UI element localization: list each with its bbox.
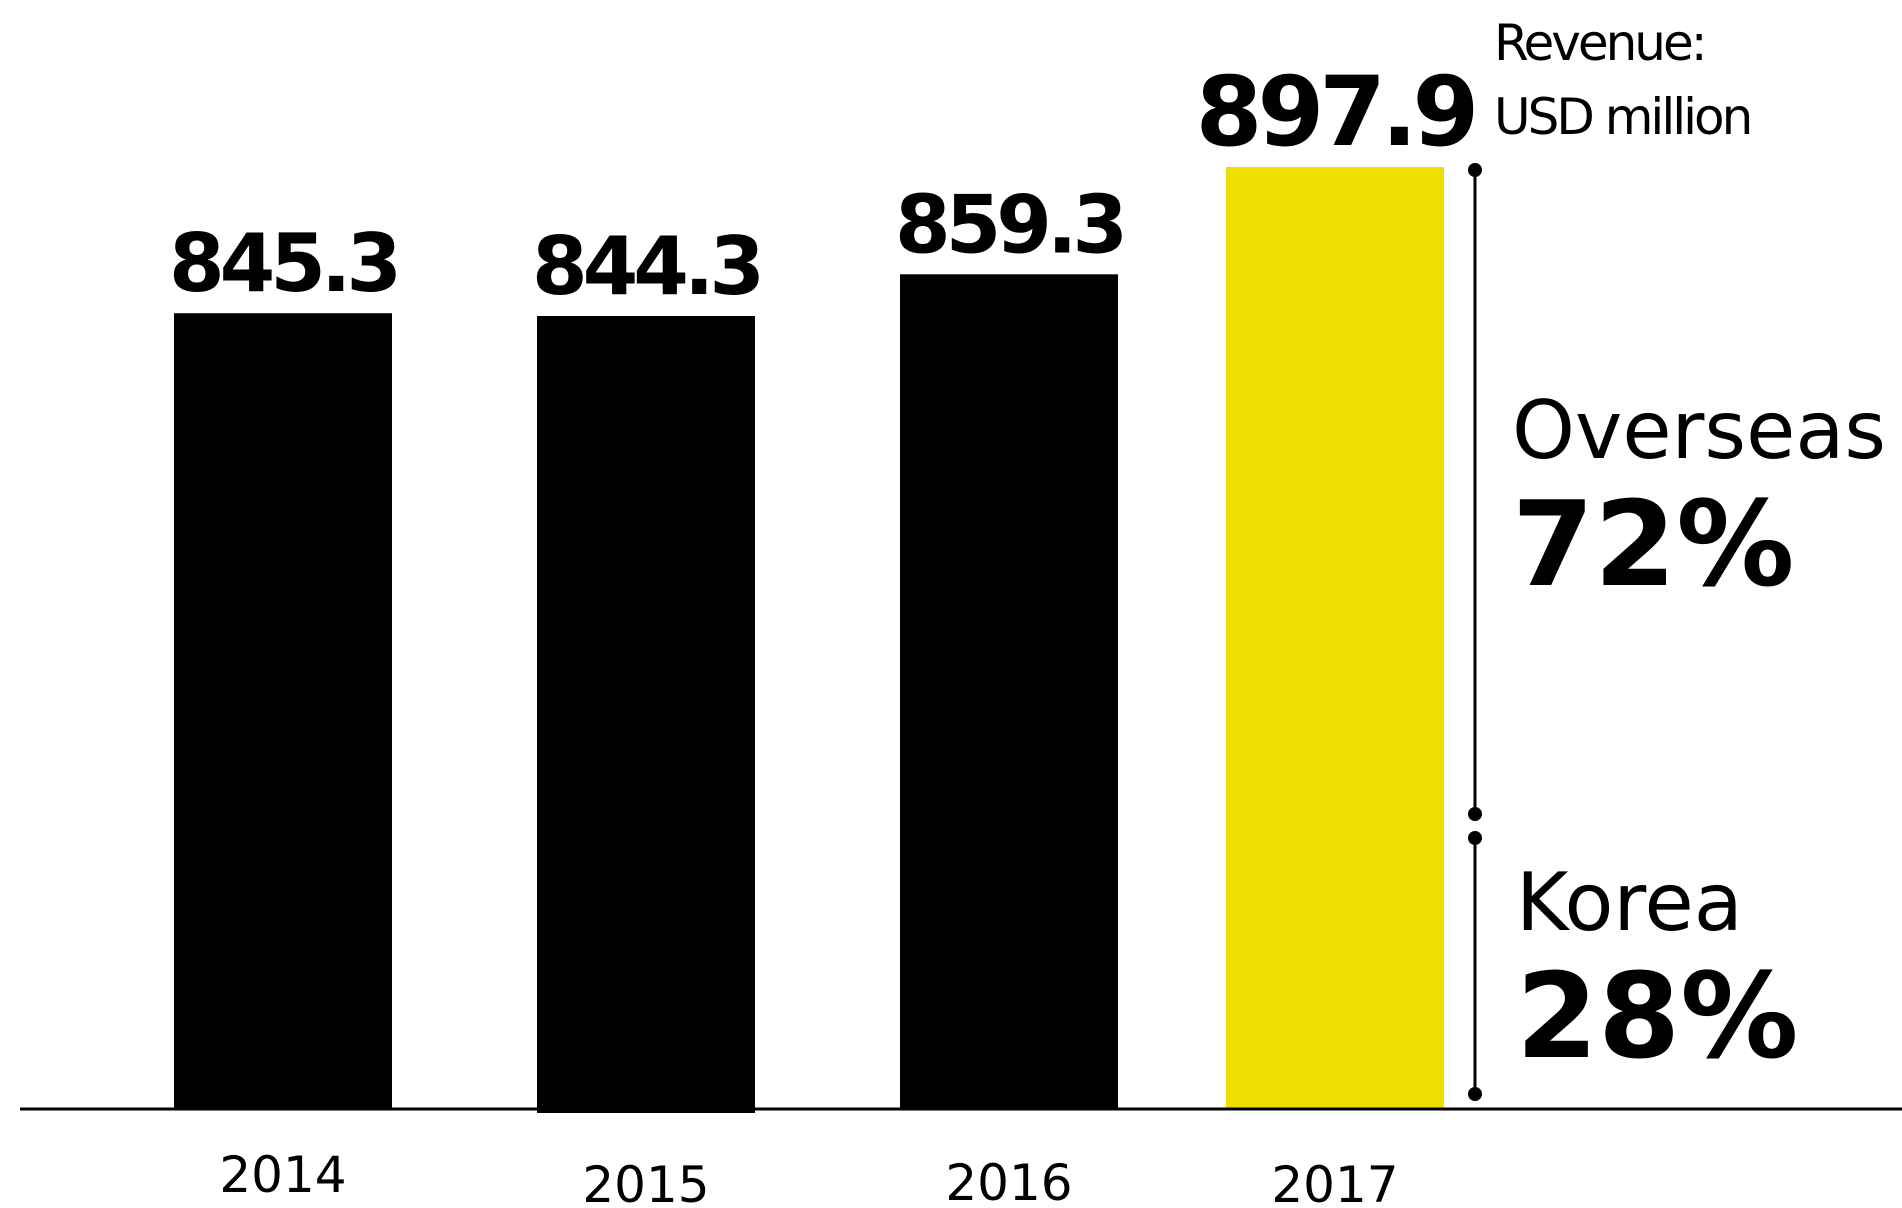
korea-share: Korea 28% — [1516, 856, 1798, 1085]
overseas-percent: 72% — [1512, 475, 1794, 613]
year-label-2015: 2015 — [582, 1156, 709, 1208]
unit-label-line2: USD million — [1494, 88, 1750, 146]
overseas-bracket-bottom-dot — [1468, 807, 1482, 821]
korea-label: Korea — [1516, 856, 1743, 949]
share-bracket — [1468, 163, 1482, 1101]
korea-percent: 28% — [1516, 947, 1798, 1085]
overseas-label: Overseas — [1512, 384, 1886, 477]
bars-layer — [174, 167, 1444, 1113]
value-label-2014: 845.3 — [169, 217, 397, 310]
bar-2017 — [1226, 167, 1444, 1109]
unit-label: Revenue: USD million — [1494, 14, 1753, 146]
korea-bracket-top-dot — [1468, 831, 1482, 845]
bar-2014 — [174, 313, 392, 1109]
year-label-2014: 2014 — [219, 1146, 346, 1204]
year-label-2017: 2017 — [1271, 1156, 1398, 1208]
value-labels-layer: 845.3 844.3 859.3 897.9 — [169, 56, 1479, 313]
overseas-share: Overseas 72% — [1512, 384, 1886, 613]
unit-label-line1: Revenue: — [1494, 14, 1705, 72]
bar-2015 — [537, 316, 755, 1113]
value-label-2015: 844.3 — [532, 220, 760, 313]
year-label-2016: 2016 — [945, 1154, 1072, 1208]
value-label-2017: 897.9 — [1196, 56, 1475, 168]
korea-bracket-bottom-dot — [1468, 1087, 1482, 1101]
year-labels-layer: 2014 2015 2016 2017 — [219, 1146, 1398, 1208]
bar-2016 — [900, 274, 1118, 1109]
value-label-2016: 859.3 — [895, 178, 1123, 271]
overseas-bracket-top-dot — [1468, 163, 1482, 177]
